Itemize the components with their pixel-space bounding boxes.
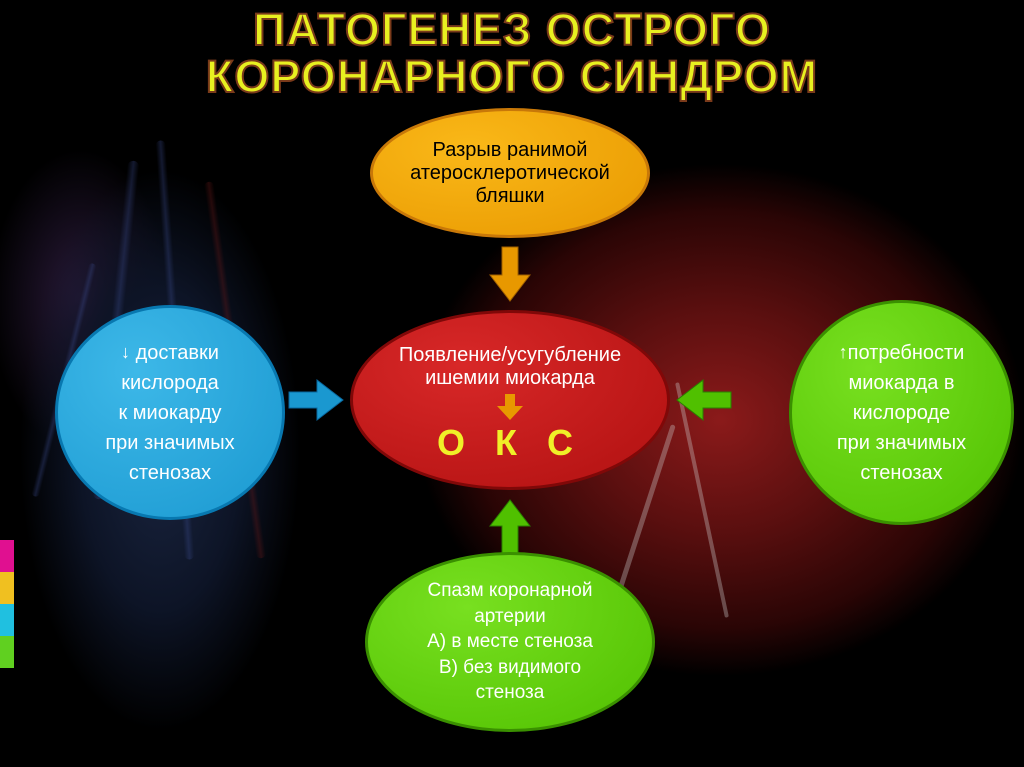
node-bottom-l2: артерии (474, 604, 546, 630)
inline-down-arrow-icon (495, 394, 525, 420)
color-bar-seg-2 (0, 572, 14, 604)
node-oxygen-demand: ↑потребности миокарда в кислороде при зн… (789, 300, 1014, 525)
node-right-l2: миокарда в (849, 368, 955, 398)
node-plaque-rupture: Разрыв ранимой атеросклеротической бляшк… (370, 108, 650, 238)
node-right-l3: кислороде (853, 398, 951, 428)
slide-color-bar (0, 540, 14, 700)
arrow-left-right (287, 378, 345, 422)
node-oxygen-supply: ↓ доставки кислорода к миокарду при знач… (55, 305, 285, 520)
node-left-l3: к миокарду (119, 398, 222, 428)
arrow-bottom-up (488, 498, 532, 556)
color-bar-seg-1 (0, 540, 14, 572)
color-bar-seg-3 (0, 604, 14, 636)
title-line1: ПАТОГЕНЕЗ ОСТРОГО (0, 6, 1024, 53)
node-ischemia-oks: Появление/усугубление ишемии миокарда О … (350, 310, 670, 490)
node-top-l1: Разрыв ранимой (433, 139, 588, 162)
node-left-l2: кислорода (121, 368, 219, 398)
node-bottom-l5: стеноза (476, 680, 545, 706)
node-left-l1: ↓ доставки (121, 338, 219, 368)
title-line2: КОРОНАРНОГО СИНДРОМ (0, 53, 1024, 100)
arrow-right-left (675, 378, 733, 422)
arrow-top-down (488, 245, 532, 303)
down-arrow-icon: ↓ (121, 342, 130, 362)
node-left-l5: стенозах (129, 458, 211, 488)
up-arrow-icon: ↑ (839, 342, 848, 362)
node-center-l2: ишемии миокарда (425, 367, 595, 390)
node-coronary-spasm: Спазм коронарной артерии А) в месте стен… (365, 552, 655, 732)
node-right-l4: при значимых (837, 428, 966, 458)
color-bar-seg-5 (0, 668, 14, 700)
node-center-abbr: О К С (437, 422, 583, 463)
node-right-l1: ↑потребности (839, 338, 965, 368)
color-bar-seg-4 (0, 636, 14, 668)
node-top-l2: атеросклеротической (410, 162, 610, 185)
page-title: ПАТОГЕНЕЗ ОСТРОГО КОРОНАРНОГО СИНДРОМ (0, 6, 1024, 101)
node-bottom-l1: Спазм коронарной (428, 578, 593, 604)
node-bottom-l4: В) без видимого (439, 655, 581, 681)
node-center-l1: Появление/усугубление (399, 344, 621, 367)
node-top-l3: бляшки (475, 185, 544, 208)
node-left-l4: при значимых (105, 428, 234, 458)
node-right-l5: стенозах (860, 458, 942, 488)
node-bottom-l3: А) в месте стеноза (427, 629, 593, 655)
